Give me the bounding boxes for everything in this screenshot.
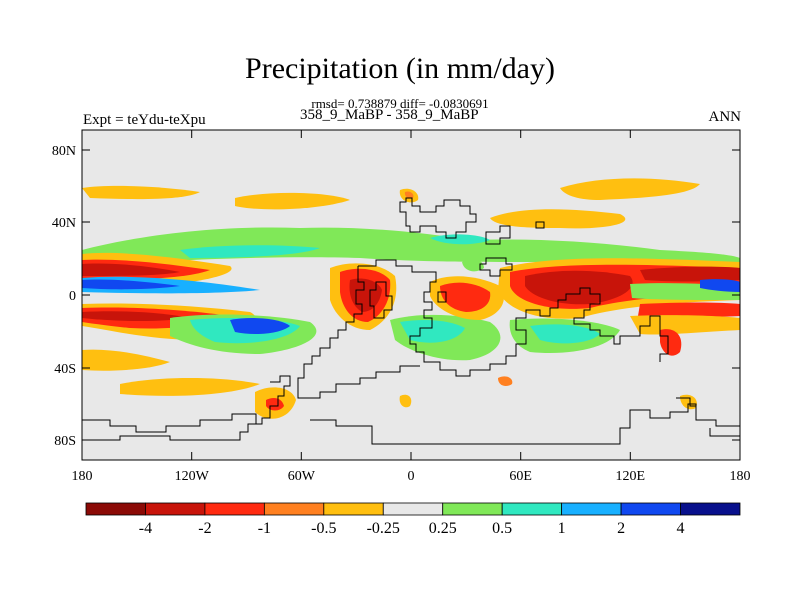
- contour-red-ep: [638, 302, 740, 318]
- contour-orange-sa-s: [498, 376, 513, 386]
- contour-blue-eq: [82, 279, 180, 290]
- coast-arabia: [479, 257, 513, 277]
- colorbar-label: -4: [139, 520, 152, 537]
- colorbar-box: [323, 502, 384, 516]
- colorbar-box: [442, 502, 503, 516]
- x-tick-label: 180: [72, 469, 93, 484]
- coast-mc: [437, 291, 447, 303]
- subtitle-left: Expt = teYdu-teXpu: [83, 112, 206, 128]
- coast-n-africa: [485, 225, 511, 245]
- y-tick-label: 40S: [54, 362, 76, 377]
- contour-yellow-n2: [235, 192, 350, 210]
- map-title: Precipitation (in mm/day): [245, 52, 555, 85]
- coast-antarctica: [82, 403, 740, 445]
- x-tick-label: 180: [730, 469, 751, 484]
- coast-europe: [399, 197, 477, 239]
- stats-text: rmsd= 0.738879 diff= -0.0830691: [311, 96, 489, 111]
- colorbar-label: -0.25: [367, 520, 400, 537]
- colorbar-label: 1: [558, 520, 566, 537]
- contour-blue-sp: [230, 318, 290, 334]
- x-tick-label: 60W: [288, 469, 316, 484]
- x-tick-label: 120W: [175, 469, 210, 484]
- contour-darkred-io2: [640, 266, 740, 282]
- coast-south-ring: [306, 365, 420, 399]
- coast-africa: [358, 259, 669, 377]
- colorbar-box: [382, 502, 444, 516]
- contour-darkred-itcz: [82, 263, 180, 276]
- colorbar-box: [145, 502, 206, 516]
- coastlines: [82, 197, 740, 445]
- precip-field: [82, 130, 740, 460]
- contour-yellow-sa-s: [399, 394, 412, 408]
- x-tick-label: 120E: [616, 469, 646, 484]
- coast-samerica-ring: [369, 281, 393, 319]
- contour-yellow-spw: [82, 349, 170, 371]
- contour-yellow-n4: [490, 209, 626, 229]
- x-tick-label: 0: [408, 469, 415, 484]
- coast-seasia: [535, 221, 545, 229]
- colorbar: -4 -2 -1 -0.5 -0.25 0.25 0.5 1 2 4: [85, 502, 741, 537]
- colorbar-box: [620, 502, 681, 516]
- y-tick-label: 40N: [52, 216, 76, 231]
- colorbar-box: [85, 502, 146, 516]
- colorbar-label: -2: [198, 520, 211, 537]
- contour-green-med: [462, 259, 484, 272]
- colorbar-box: [561, 502, 622, 516]
- subtitle-center: 358_9_MaBP - 358_9_MaBP: [300, 107, 479, 123]
- y-axis: 80N 40N 0 40S 80S: [52, 144, 740, 449]
- x-tick-label: 60E: [509, 469, 532, 484]
- contour-blue-ep: [700, 279, 740, 292]
- colorbar-box: [501, 502, 563, 516]
- contour-cyan-sio: [530, 324, 600, 344]
- y-tick-label: 80S: [54, 434, 76, 449]
- contour-yellow-n3: [560, 178, 700, 200]
- colorbar-box: [680, 502, 741, 516]
- y-tick-label: 0: [69, 289, 76, 304]
- colorbar-box: [204, 502, 265, 516]
- coast-samerica-n: [297, 266, 365, 399]
- contour-cyan-nt2: [430, 234, 490, 245]
- contour-yellow-ep: [630, 315, 740, 335]
- coast-nz: [676, 397, 697, 410]
- contour-red-af: [440, 282, 491, 312]
- colorbar-label: -0.5: [311, 520, 336, 537]
- x-axis: 180 120W 60W 0 60E 120E 180: [72, 130, 751, 484]
- colorbar-label: 0.25: [429, 520, 457, 537]
- contour-yellow-n1: [82, 185, 200, 200]
- colorbar-label: 0.5: [492, 520, 512, 537]
- contour-darkred-io: [525, 270, 633, 305]
- contour-cyan-at: [400, 320, 465, 343]
- contour-darkred-s: [82, 311, 190, 321]
- subtitle-right: ANN: [708, 109, 742, 125]
- colorbar-box: [263, 502, 325, 516]
- colorbar-label: 4: [677, 520, 685, 537]
- colorbar-label: -1: [258, 520, 271, 537]
- colorbar-label: 2: [617, 520, 625, 537]
- contour-orange-n5: [404, 191, 414, 199]
- contour-yellow-sp2: [120, 378, 260, 396]
- contour-cyan-nt: [180, 245, 320, 258]
- coast-andes: [256, 375, 291, 425]
- y-tick-label: 80N: [52, 144, 76, 159]
